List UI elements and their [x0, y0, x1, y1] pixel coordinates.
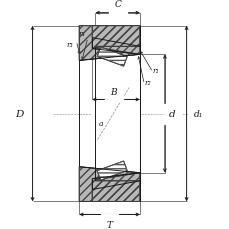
Text: d₁: d₁ [193, 110, 202, 119]
Text: B: B [110, 87, 117, 96]
Text: r₁: r₁ [152, 67, 159, 75]
Text: r₄: r₄ [78, 30, 84, 38]
Text: r₃: r₃ [66, 41, 72, 49]
Text: a: a [98, 120, 103, 128]
Polygon shape [92, 27, 139, 55]
Polygon shape [79, 47, 139, 61]
Text: T: T [106, 220, 112, 229]
Text: C: C [114, 0, 121, 9]
Text: d: d [169, 110, 175, 119]
Polygon shape [79, 167, 139, 202]
Text: D: D [15, 110, 24, 119]
Text: r₂: r₂ [144, 79, 150, 87]
Polygon shape [97, 161, 127, 180]
Polygon shape [97, 48, 127, 67]
Polygon shape [92, 49, 139, 179]
Polygon shape [92, 173, 139, 202]
Polygon shape [79, 27, 139, 61]
Polygon shape [79, 167, 139, 181]
